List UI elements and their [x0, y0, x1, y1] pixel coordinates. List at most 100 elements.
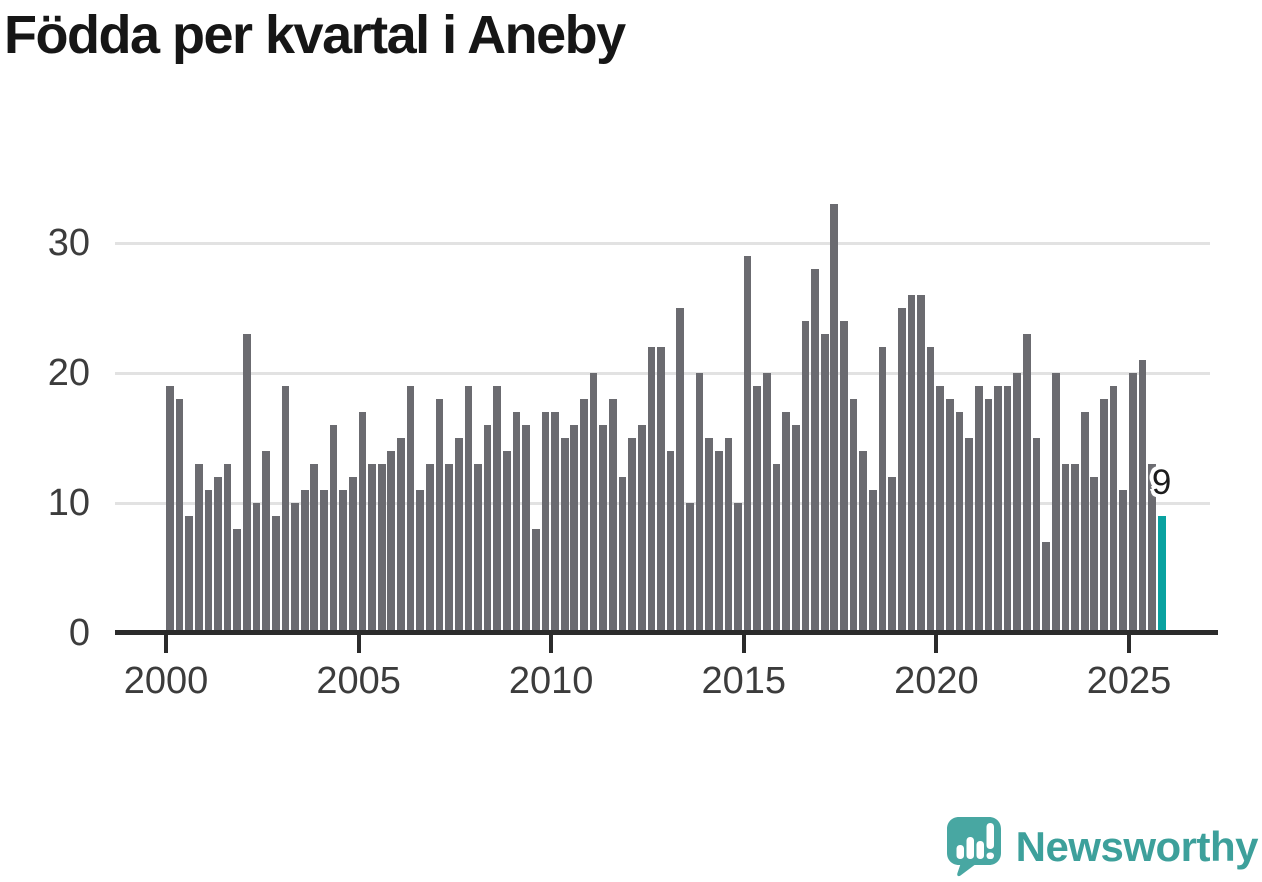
bar	[917, 295, 925, 633]
bar	[743, 256, 752, 633]
bar	[599, 425, 608, 633]
x-tick-2020	[934, 635, 939, 653]
x-axis-line	[115, 630, 1218, 635]
page-title: Födda per kvartal i Aneby	[4, 5, 626, 65]
bar	[984, 399, 993, 633]
highlight-value-label: 9	[1151, 463, 1172, 502]
bar	[358, 412, 367, 633]
bar	[888, 477, 896, 633]
bar	[1051, 373, 1060, 633]
bar	[840, 321, 848, 633]
bar	[300, 490, 309, 633]
bar	[580, 399, 588, 633]
bar	[223, 464, 232, 633]
bar	[464, 386, 473, 633]
x-axis-label-2005: 2005	[316, 660, 401, 702]
x-axis-label-2010: 2010	[508, 660, 594, 702]
bar	[252, 503, 261, 633]
logo-bar-2	[966, 837, 974, 859]
bar	[281, 386, 290, 633]
bar	[233, 529, 242, 633]
bar	[647, 347, 656, 633]
bar	[262, 451, 270, 633]
bar	[791, 425, 800, 633]
y-axis-label-30: 30	[47, 222, 90, 264]
bar	[194, 464, 203, 633]
x-tick-2000	[164, 635, 168, 653]
y-axis-label-10: 10	[47, 482, 90, 524]
bar	[1061, 464, 1070, 633]
bar	[1090, 477, 1099, 633]
bar	[522, 425, 530, 633]
bar	[965, 438, 973, 633]
bar	[955, 412, 964, 633]
bar	[570, 425, 579, 633]
bar	[1100, 399, 1108, 633]
bar	[1138, 360, 1147, 633]
bar	[454, 438, 463, 633]
bar	[493, 386, 502, 633]
bar	[214, 477, 222, 633]
bar	[185, 516, 193, 633]
bar	[1148, 464, 1156, 633]
bar	[1032, 438, 1041, 633]
bar	[1013, 373, 1022, 633]
logo-bar-3	[976, 841, 984, 859]
bar	[175, 399, 184, 633]
bar	[551, 412, 559, 633]
logo-exclamation-dot	[986, 852, 994, 859]
bar	[666, 451, 675, 633]
bar	[878, 347, 887, 633]
bar	[926, 347, 935, 633]
bar	[686, 503, 694, 633]
bar	[243, 334, 251, 633]
x-tick-2025	[1127, 635, 1131, 653]
bar	[868, 490, 877, 633]
bar	[560, 438, 569, 633]
bar	[830, 204, 839, 633]
x-axis-label-2015: 2015	[701, 660, 787, 702]
brand-footer[interactable]: Newsworthy	[946, 816, 1259, 877]
bar	[801, 321, 810, 633]
x-axis-label-2020: 2020	[894, 660, 979, 702]
bar	[994, 386, 1002, 633]
bar	[387, 451, 396, 633]
bar	[657, 347, 665, 633]
y-axis-label-0: 0	[68, 612, 90, 654]
bar	[1003, 386, 1012, 633]
bar	[1129, 373, 1137, 633]
bar	[676, 308, 685, 633]
bar	[811, 269, 819, 633]
bar	[368, 464, 376, 633]
bar	[339, 490, 348, 633]
x-tick-2015	[741, 635, 746, 653]
brand-wordmark: Newsworthy	[1015, 822, 1259, 870]
bar	[416, 490, 425, 633]
bar	[166, 386, 174, 633]
bar	[1109, 386, 1118, 633]
bar	[936, 386, 945, 633]
bar	[705, 438, 713, 633]
bar	[445, 464, 453, 633]
bar	[782, 412, 790, 633]
bar	[541, 412, 550, 633]
bar	[618, 477, 627, 633]
gridline-30	[115, 242, 1210, 245]
bar	[271, 516, 280, 633]
bar	[859, 451, 868, 633]
bar	[734, 503, 742, 633]
logo-exclamation-bar	[986, 823, 994, 849]
bar	[474, 464, 482, 633]
bar	[512, 412, 521, 633]
bar	[204, 490, 213, 633]
bar	[714, 451, 723, 633]
x-axis-label-2025: 2025	[1086, 660, 1172, 702]
bar-highlight	[1157, 516, 1166, 633]
bar	[753, 386, 762, 633]
bar	[637, 425, 646, 633]
bar	[426, 464, 434, 633]
bar	[483, 425, 492, 633]
newsworthy-logo-icon	[946, 816, 1002, 877]
bar	[1042, 542, 1051, 633]
bar	[589, 373, 598, 633]
